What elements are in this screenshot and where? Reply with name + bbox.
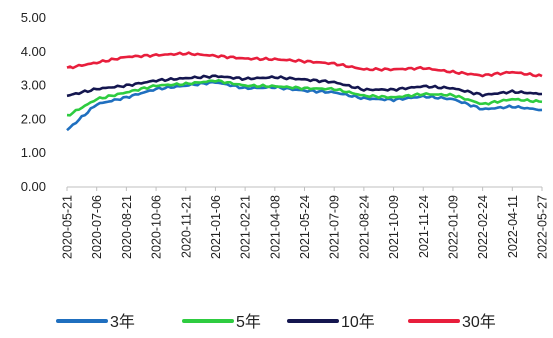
series-line-2 <box>66 74 543 98</box>
y-tick-label: 4.00 <box>21 44 46 59</box>
x-tick-label: 2021-10-09 <box>387 195 401 259</box>
x-tick-label: 2022-04-11 <box>506 195 520 258</box>
x-tick-label: 2021-05-24 <box>298 195 312 259</box>
legend-label: 5年 <box>236 313 261 331</box>
x-tick-label: 2022-01-09 <box>446 195 460 259</box>
x-tick-label: 2020-11-21 <box>179 195 193 258</box>
y-tick-label: 5.00 <box>21 10 46 25</box>
y-tick-label: 0.00 <box>21 179 46 194</box>
legend-label: 10年 <box>341 313 375 331</box>
x-tick-label: 2020-07-06 <box>90 195 104 259</box>
x-tick-label: 2021-08-24 <box>357 195 371 259</box>
x-tick-label: 2021-11-24 <box>417 195 431 258</box>
x-tick-label: 2020-05-21 <box>61 195 75 259</box>
x-tick-label: 2020-08-21 <box>120 195 134 259</box>
legend: 3年 5年 10年 30年 <box>56 313 496 331</box>
series-line-3 <box>66 51 543 78</box>
y-tick-label: 1.00 <box>21 145 46 160</box>
legend-label: 3年 <box>110 313 135 331</box>
y-tick-label: 3.00 <box>21 78 46 93</box>
x-tick-label: 2021-01-06 <box>209 195 223 259</box>
y-tick-label: 2.00 <box>21 111 46 126</box>
series-line-0 <box>66 80 543 132</box>
x-tick-label: 2021-04-08 <box>268 195 282 259</box>
x-tick-label: 2022-02-24 <box>476 195 490 259</box>
x-tick-label: 2022-05-27 <box>536 195 550 259</box>
series-group <box>66 51 543 132</box>
legend-label: 30年 <box>462 313 496 331</box>
series-line-1 <box>66 79 543 117</box>
axes: 0.00 1.00 2.00 3.00 4.00 5.00 2020-05-21 2020-0… <box>21 10 550 259</box>
x-tick-label: 2021-02-21 <box>239 195 253 259</box>
x-tick-label: 2020-10-06 <box>150 195 164 259</box>
x-tick-label: 2021-07-09 <box>328 195 342 259</box>
